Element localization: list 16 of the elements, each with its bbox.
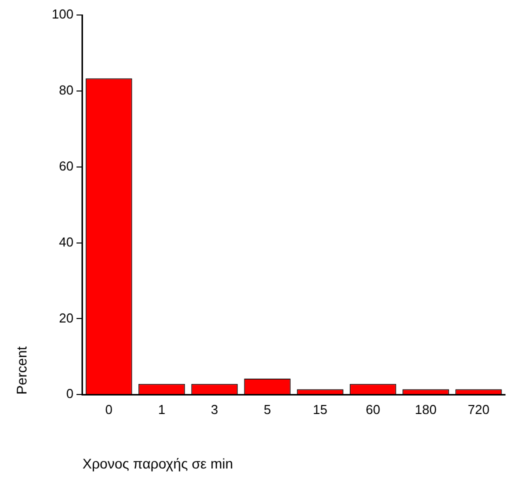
y-tick-label: 100 xyxy=(52,6,74,22)
y-tick-label: 0 xyxy=(66,386,74,402)
x-tick-label: 720 xyxy=(468,402,490,417)
x-tick-label: 180 xyxy=(414,402,437,417)
x-tick-label: 1 xyxy=(158,402,166,417)
y-tick-label: 40 xyxy=(59,234,74,250)
x-axis-title: Χρονος παροχής σε min xyxy=(82,455,234,472)
y-tick-label: 20 xyxy=(59,310,74,326)
x-tick-label: 15 xyxy=(312,402,328,417)
y-axis-title: Percent xyxy=(13,346,30,395)
x-tick-label: 3 xyxy=(210,402,218,417)
x-tick-label: 0 xyxy=(105,402,113,417)
y-tick-label: 60 xyxy=(59,158,74,174)
y-tick-label: 80 xyxy=(59,82,74,98)
x-tick-label: 60 xyxy=(366,402,380,417)
x-tick-label: 5 xyxy=(264,402,271,417)
